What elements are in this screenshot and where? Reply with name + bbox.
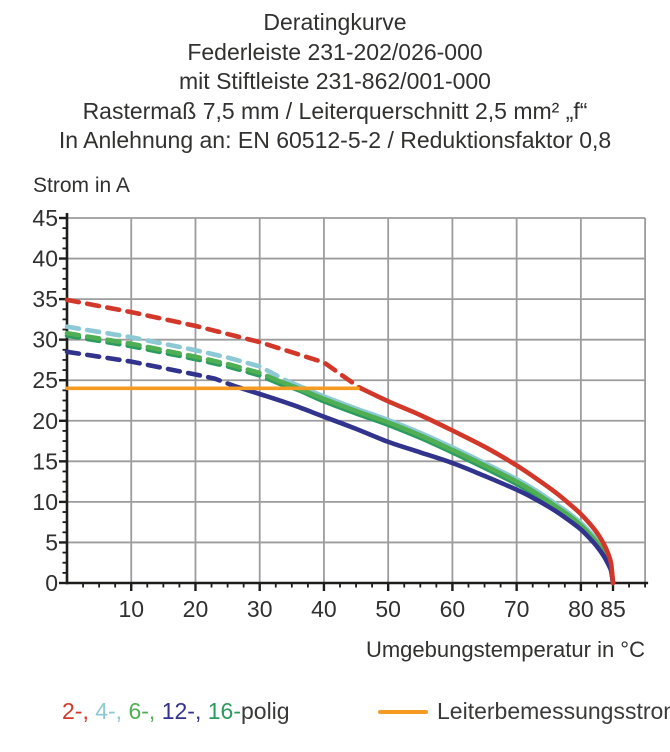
series-2-polig-dashed-segment	[64, 297, 362, 390]
legend-pole-label: 6-,	[128, 698, 162, 724]
series-6-polig-dashed-segment	[64, 330, 282, 384]
y-tick-label: 0	[45, 570, 58, 596]
x-tick-label: 80	[568, 596, 594, 622]
grid	[67, 217, 647, 583]
x-axis-title: Umgebungstemperatur in °C	[365, 637, 645, 662]
x-tick-label: 50	[375, 596, 401, 622]
series-12-polig	[64, 349, 616, 586]
chart-title-block: Deratingkurve Federleiste 231-202/026-00…	[0, 8, 670, 156]
axes	[65, 213, 649, 585]
y-tick-label: 15	[32, 448, 58, 474]
title-line-4: Rastermaß 7,5 mm / Leiterquerschnitt 2,5…	[82, 97, 588, 124]
legend-pole-label: 2-,	[62, 698, 96, 724]
y-tick-label: 25	[32, 367, 58, 393]
legend-pole-label: 16-	[207, 698, 241, 724]
legend-pole-suffix: polig	[240, 698, 290, 724]
y-tick-label: 10	[32, 489, 58, 515]
x-tick-label: 60	[440, 596, 466, 622]
y-tick-label: 40	[32, 246, 58, 272]
x-tick-label: 85	[600, 596, 626, 622]
series-12-polig-solid-segment	[231, 383, 616, 586]
title-line-1: Deratingkurve	[263, 9, 407, 35]
series-16-polig	[64, 333, 616, 586]
x-tick-label: 40	[311, 596, 337, 622]
y-axis-title: Strom in A	[33, 174, 130, 197]
title-line-5: In Anlehnung an: EN 60512-5-2 / Reduktio…	[58, 127, 612, 153]
y-tick-label: 30	[32, 327, 58, 353]
series-16-polig-dashed-segment	[64, 333, 282, 386]
rated-current-legend-label: Leiterbemessungsstrom	[437, 698, 670, 724]
series-4-polig-dashed-segment	[64, 324, 288, 383]
x-tick-label: 30	[247, 596, 273, 622]
y-tick-label: 35	[32, 286, 58, 312]
poles-legend: 2-, 4-, 6-, 12-, 16-polig	[62, 698, 290, 725]
tick-labels: 10 20 30 40 50 60 70 80 85 0 5 10 15 20 25 30 35 40 45	[32, 205, 625, 622]
y-tick-label: 5	[45, 529, 58, 555]
title-line-2: Federleiste 231-202/026-000	[187, 38, 483, 65]
series-2-polig-solid-segment	[357, 385, 616, 586]
series-12-polig-dashed-segment	[64, 349, 237, 389]
series-4-polig-solid-segment	[283, 377, 616, 586]
x-tick-label: 10	[118, 596, 144, 622]
y-tick-label: 20	[32, 408, 58, 434]
x-tick-label: 20	[183, 596, 209, 622]
axis-ticks	[59, 216, 647, 591]
x-tick-label: 70	[504, 596, 530, 622]
series-6-polig-solid-segment	[276, 378, 616, 586]
series-6-polig	[64, 330, 616, 586]
legend-pole-label: 4-,	[95, 698, 129, 724]
rated-current-line-swatch	[378, 710, 428, 714]
series-2-polig	[64, 297, 616, 586]
title-line-3: mit Stiftleiste 231-862/001-000	[179, 68, 491, 94]
legend-pole-label: 12-,	[161, 698, 208, 724]
y-tick-label: 45	[32, 205, 58, 231]
series-16-polig-solid-segment	[276, 381, 616, 586]
